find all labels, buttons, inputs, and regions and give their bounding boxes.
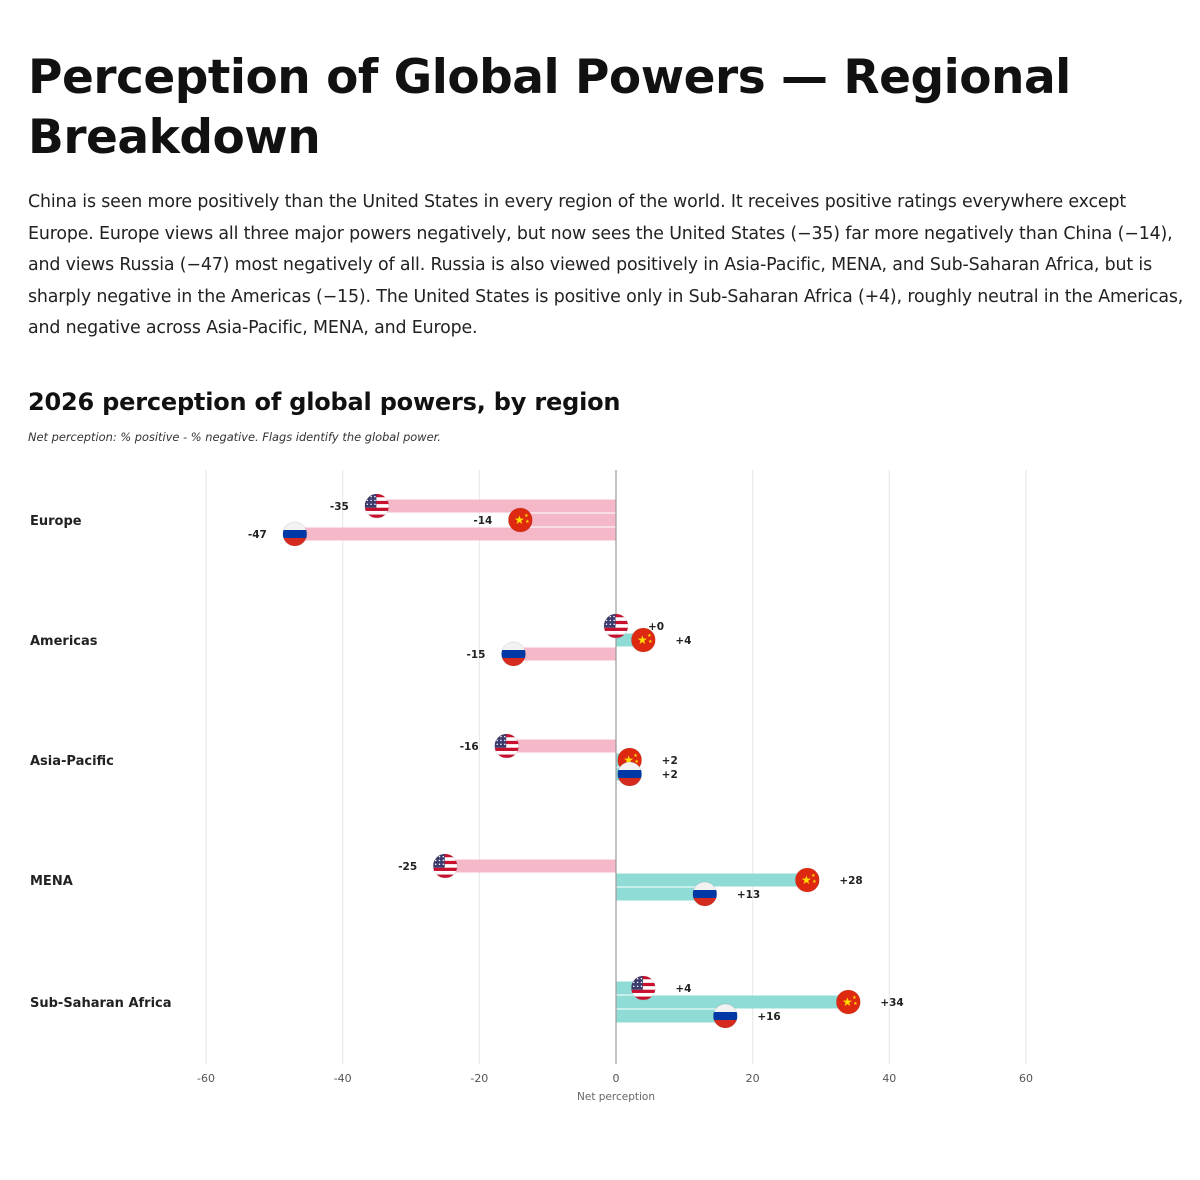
svg-text:★: ★ (648, 639, 653, 645)
bar-layer (294, 499, 849, 1023)
data-label: -25 (398, 861, 417, 873)
data-label: +0 (648, 621, 664, 633)
region-label: Sub-Saharan Africa (30, 996, 172, 1011)
data-label: -35 (330, 501, 349, 513)
bar (520, 513, 616, 527)
grid-layer (205, 470, 1027, 1064)
data-label: +2 (662, 769, 678, 781)
data-label: +34 (880, 997, 903, 1009)
data-label: +13 (737, 889, 760, 901)
russia-flag (282, 522, 307, 546)
data-label: +2 (662, 755, 678, 767)
bar (506, 739, 616, 753)
svg-text:★: ★ (801, 873, 812, 887)
data-label: +16 (757, 1011, 780, 1023)
x-tick-label: -60 (197, 1072, 215, 1085)
bar (616, 873, 808, 887)
svg-text:★: ★ (852, 995, 857, 1001)
x-tick-label: -40 (334, 1072, 352, 1085)
chart-subtitle: Net perception: % positive - % negative.… (28, 430, 441, 444)
x-axis-title: Net perception (577, 1091, 655, 1103)
bar (513, 647, 616, 661)
chart-title: 2026 perception of global powers, by reg… (28, 388, 621, 416)
data-label: +4 (675, 635, 691, 647)
svg-text:★: ★ (812, 879, 817, 885)
china-flag: ★ ★★ (508, 508, 533, 532)
region-label: Asia-Pacific (30, 754, 114, 769)
usa-flag (494, 734, 519, 758)
svg-text:★: ★ (647, 633, 652, 639)
svg-text:★: ★ (514, 513, 525, 527)
label-layer: -60 -40 -20 0 20 40 60 Europe -35 -14 -47 Americas +… (30, 501, 1033, 1085)
svg-text:★: ★ (811, 873, 816, 879)
region-label: Americas (30, 634, 98, 649)
svg-text:★: ★ (524, 513, 529, 519)
x-tick-label: 0 (613, 1072, 620, 1085)
svg-text:★: ★ (633, 753, 638, 759)
bar (376, 499, 616, 513)
bar (616, 887, 705, 901)
russia-flag (617, 762, 642, 786)
svg-text:★: ★ (637, 633, 648, 647)
russia-flag (501, 642, 526, 666)
svg-text:★: ★ (623, 753, 634, 767)
russia-flag (713, 1004, 738, 1028)
china-flag: ★ ★★ (836, 990, 861, 1014)
bar (445, 859, 616, 873)
usa-flag (604, 614, 628, 638)
x-tick-label: 20 (746, 1072, 760, 1085)
china-flag: ★ ★★ (631, 628, 656, 652)
bar (616, 995, 849, 1009)
svg-text:★: ★ (525, 519, 530, 525)
china-flag: ★ ★★ (795, 868, 820, 892)
intro-paragraph: China is seen more positively than the U… (28, 192, 1184, 338)
russia-flag (692, 882, 717, 906)
page-title: Perception of Global Powers — Regional B… (28, 50, 1071, 165)
x-tick-label: -20 (470, 1072, 488, 1085)
svg-text:★: ★ (853, 1001, 858, 1007)
x-tick-label: 60 (1019, 1072, 1033, 1085)
region-label: MENA (30, 874, 73, 889)
data-label: +28 (839, 875, 862, 887)
data-label: +4 (675, 983, 691, 995)
svg-text:★: ★ (842, 995, 853, 1009)
bar-chart: ★ ★★★ ★★★ ★★★ ★★★ ★★ -60 -40 -20 0 20 40 60Europe-3… (30, 470, 1033, 1103)
x-tick-label: 40 (882, 1072, 896, 1085)
marker-layer: ★ ★★★ ★★★ ★★★ ★★★ ★★ (282, 493, 861, 1029)
svg-text:★: ★ (634, 759, 639, 765)
data-label: -16 (460, 741, 479, 753)
region-label: Europe (30, 514, 82, 529)
bar (616, 1009, 726, 1023)
data-label: -47 (248, 529, 267, 541)
data-label: -14 (473, 515, 492, 527)
data-label: -15 (467, 649, 486, 661)
bar (294, 527, 616, 541)
usa-flag (433, 854, 458, 878)
